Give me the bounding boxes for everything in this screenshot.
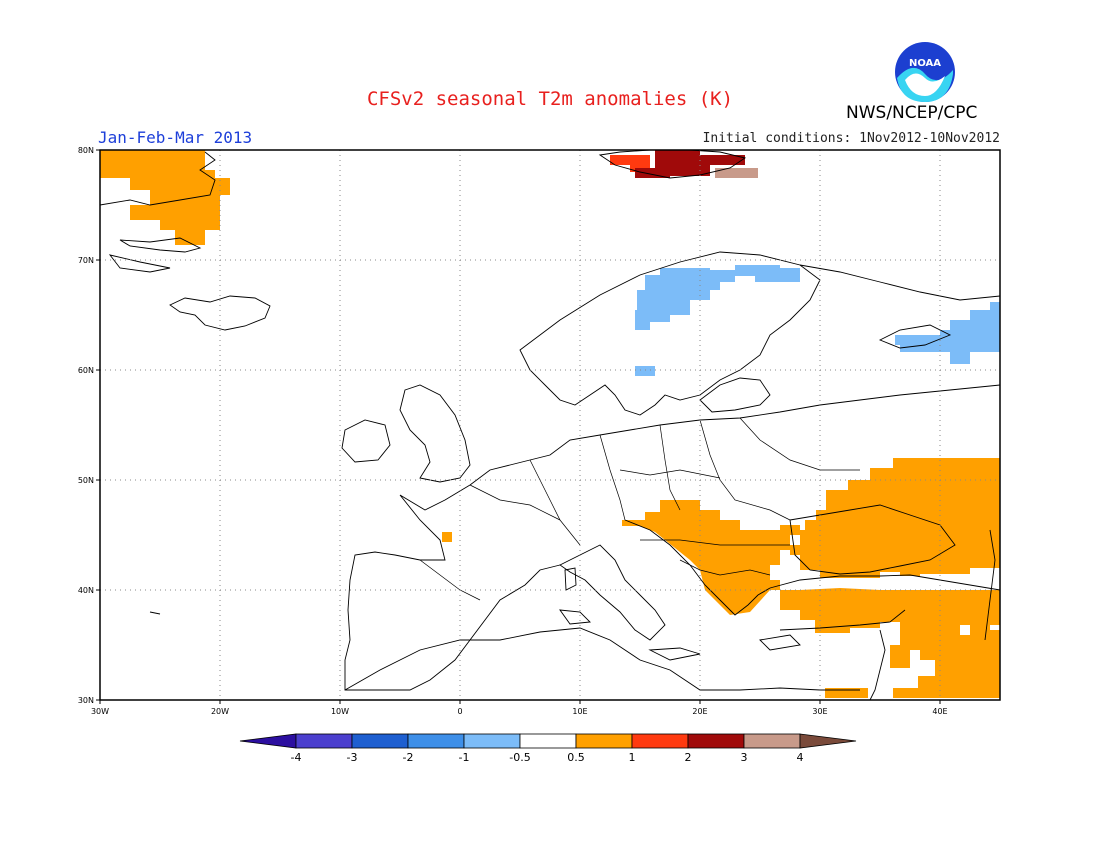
colorbar-label: -2 [403, 751, 414, 764]
colorbar-swatch [295, 733, 353, 749]
anomaly-region-svalbard-3 [715, 168, 758, 178]
lon-tick-label: 20E [692, 707, 707, 716]
lat-tick-label: 40N [78, 586, 94, 595]
colorbar-label: 1 [629, 751, 636, 764]
colorbar-label: -0.5 [509, 751, 530, 764]
noaa-logo-text: NOAA [909, 58, 941, 69]
colorbar-swatch [463, 733, 521, 749]
colorbar-label: -1 [459, 751, 470, 764]
plot-frame [99, 149, 1001, 701]
colorbar-swatch [351, 733, 409, 749]
lon-tick-label: 10W [331, 707, 349, 716]
colorbar-label: 0.5 [567, 751, 585, 764]
anomaly-region-nw-russia-5 [895, 302, 1000, 364]
lon-tick-label: 20W [211, 707, 229, 716]
colorbar-swatch [687, 733, 745, 749]
chart-title: CFSv2 seasonal T2m anomalies (K) [366, 88, 734, 110]
lat-tick-label: 70N [78, 256, 94, 265]
colorbar-label: -4 [291, 751, 302, 764]
coastlines [99, 149, 1001, 701]
anomaly-region-greenland-0 [100, 150, 230, 245]
colorbar-swatch [575, 733, 633, 749]
lon-tick-label: 30W [91, 707, 109, 716]
colorbar-label: 4 [797, 751, 804, 764]
anomaly-region-svalbard-2 [635, 150, 745, 178]
anomaly-region-scandinavia-4 [635, 265, 800, 330]
colorbar-swatch [743, 733, 801, 749]
lat-tick-label: 30N [78, 696, 94, 705]
colorbar-swatch [799, 733, 857, 749]
lat-tick-label: 50N [78, 476, 94, 485]
agency-label: NWS/NCEP/CPC [846, 103, 978, 123]
initial-conditions: Initial conditions: 1Nov2012-10Nov2012 [702, 131, 1000, 146]
anomaly-region-spain-dot [442, 532, 452, 542]
colorbar-swatch [239, 733, 297, 749]
lon-tick-label: 0 [457, 707, 462, 716]
anomaly-shading [100, 150, 1000, 698]
anomaly-region-balkans-turkey-caucasus-6 [622, 458, 1000, 698]
lon-tick-label: 10E [572, 707, 587, 716]
anomaly-region-svalbard-1 [610, 155, 650, 172]
anomaly-region-sweden-small [635, 366, 655, 376]
lon-tick-label: 40E [932, 707, 947, 716]
colorbar-label: -3 [347, 751, 358, 764]
anomaly-region-turkey-lower [825, 688, 868, 698]
lat-tick-label: 80N [78, 146, 94, 155]
axis-ticks: 30W 20W 10W 0 10E 20E 30E 40E 30N 40N 50N 60N 70N 80N [78, 146, 948, 716]
graticule [100, 150, 1000, 700]
lon-tick-label: 30E [812, 707, 827, 716]
colorbar-label: 3 [741, 751, 748, 764]
colorbar-label: 2 [685, 751, 692, 764]
lat-tick-label: 60N [78, 366, 94, 375]
colorbar-swatch [407, 733, 465, 749]
colorbar-swatch [519, 733, 577, 749]
colorbar-swatch [631, 733, 689, 749]
forecast-period: Jan-Feb-Mar 2013 [98, 128, 253, 147]
noaa-logo: NOAA [895, 42, 955, 102]
colorbar: -4 -3 -2 -1 -0.5 0.5 1 2 3 4 [239, 733, 857, 764]
